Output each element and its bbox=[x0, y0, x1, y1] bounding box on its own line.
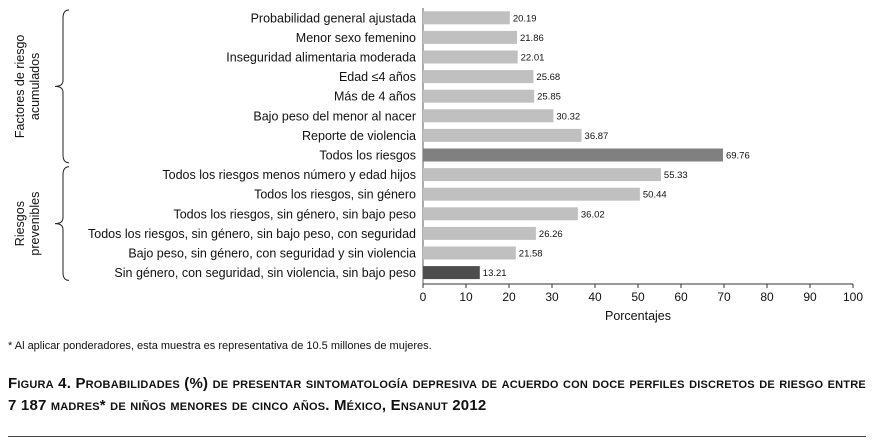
category-label: Todos los riesgos, sin género bbox=[254, 188, 416, 202]
x-tick-label: 0 bbox=[420, 290, 427, 304]
group-brace bbox=[54, 166, 70, 281]
bar bbox=[423, 109, 554, 123]
value-label: 21.86 bbox=[520, 33, 544, 44]
category-label: Bajo peso, sin género, con seguridad y s… bbox=[128, 247, 416, 261]
category-label: Edad ≤4 años bbox=[339, 70, 416, 84]
bar bbox=[423, 128, 582, 142]
group-label: Factores de riesgo bbox=[13, 35, 27, 139]
category-label: Todos los riesgos bbox=[319, 149, 416, 163]
group-label: prevenibles bbox=[28, 192, 42, 256]
value-label: 50.44 bbox=[643, 190, 667, 201]
x-tick-label: 10 bbox=[459, 290, 473, 304]
bar bbox=[423, 30, 517, 44]
x-tick-label: 80 bbox=[760, 290, 774, 304]
category-label: Bajo peso del menor al nacer bbox=[253, 109, 416, 123]
category-label: Probabilidad general ajustada bbox=[251, 11, 416, 25]
x-tick-label: 50 bbox=[631, 290, 645, 304]
bar bbox=[423, 246, 516, 260]
category-label: Más de 4 años bbox=[334, 90, 416, 104]
bar bbox=[423, 266, 480, 280]
bar-chart: 0 10 20 30 40 50 60 70 80 90 100 Porcentajes Probabi… bbox=[13, 8, 863, 323]
bar bbox=[423, 168, 661, 182]
value-label: 36.87 bbox=[585, 131, 609, 142]
value-label: 21.58 bbox=[519, 249, 543, 260]
value-label: 26.26 bbox=[539, 229, 563, 240]
category-label: Sin género, con seguridad, sin violencia… bbox=[114, 266, 416, 280]
category-label: Todos los riesgos, sin género, sin bajo … bbox=[173, 207, 416, 221]
category-label: Menor sexo femenino bbox=[296, 31, 416, 45]
x-tick-label: 90 bbox=[803, 290, 817, 304]
x-tick-label: 100 bbox=[843, 290, 863, 304]
group-label: acumulados bbox=[28, 53, 42, 120]
bar bbox=[423, 226, 536, 240]
bar bbox=[423, 11, 510, 25]
category-label: Todos los riesgos, sin género, sin bajo … bbox=[88, 227, 416, 241]
x-axis-title: Porcentajes bbox=[605, 309, 671, 323]
category-label: Inseguridad alimentaria moderada bbox=[226, 51, 416, 65]
category-label: Todos los riesgos menos número y edad hi… bbox=[162, 168, 416, 182]
value-label: 20.19 bbox=[513, 13, 537, 24]
value-label: 55.33 bbox=[664, 170, 688, 181]
value-label: 13.21 bbox=[483, 268, 507, 279]
value-label: 22.01 bbox=[521, 53, 545, 64]
bar bbox=[423, 89, 535, 103]
x-tick-label: 40 bbox=[588, 290, 602, 304]
bar bbox=[423, 207, 578, 221]
value-label: 69.76 bbox=[726, 151, 750, 162]
x-tick-label: 60 bbox=[674, 290, 688, 304]
bar bbox=[423, 187, 640, 201]
category-label: Reporte de violencia bbox=[302, 129, 416, 143]
x-tick-label: 70 bbox=[717, 290, 731, 304]
group-brace bbox=[54, 9, 70, 164]
x-tick-label: 20 bbox=[502, 290, 516, 304]
bar bbox=[423, 50, 518, 64]
bar bbox=[423, 148, 723, 162]
group-label: Riesgos bbox=[13, 201, 27, 246]
value-label: 36.02 bbox=[581, 209, 605, 220]
value-label: 25.68 bbox=[536, 72, 560, 83]
bar bbox=[423, 70, 534, 84]
value-label: 25.85 bbox=[537, 92, 561, 103]
footnote: * Al aplicar ponderadores, esta muestra … bbox=[8, 340, 432, 352]
x-tick-label: 30 bbox=[545, 290, 559, 304]
figure-caption: Figura 4. Probabilidades (%) de presenta… bbox=[8, 375, 866, 414]
divider bbox=[8, 436, 866, 437]
value-label: 30.32 bbox=[556, 111, 580, 122]
